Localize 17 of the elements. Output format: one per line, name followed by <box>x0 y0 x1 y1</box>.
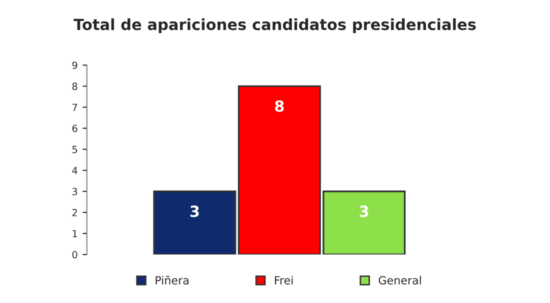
y-tick-label: 3 <box>72 188 78 196</box>
y-tick-label: 2 <box>72 208 77 216</box>
y-tick-label: 1 <box>72 230 77 238</box>
y-tick-label: 9 <box>72 62 78 69</box>
chart-title: Total de apariciones candidatos presidenciales <box>74 18 476 34</box>
y-tick-label: 8 <box>72 82 78 90</box>
y-tick-label: 7 <box>72 104 78 111</box>
y-tick-label: 4 <box>72 166 78 174</box>
y-tick-label: 6 <box>72 124 78 132</box>
y-tick-label: 5 <box>72 146 78 154</box>
data-label: 3 <box>360 206 368 218</box>
y-tick-label: 0 <box>72 251 78 258</box>
legend-label: Piñera <box>156 276 188 284</box>
data-label: 3 <box>190 206 199 218</box>
data-label: 8 <box>275 100 284 112</box>
legend-label: Frei <box>274 276 293 284</box>
legend-label: General <box>378 276 421 284</box>
